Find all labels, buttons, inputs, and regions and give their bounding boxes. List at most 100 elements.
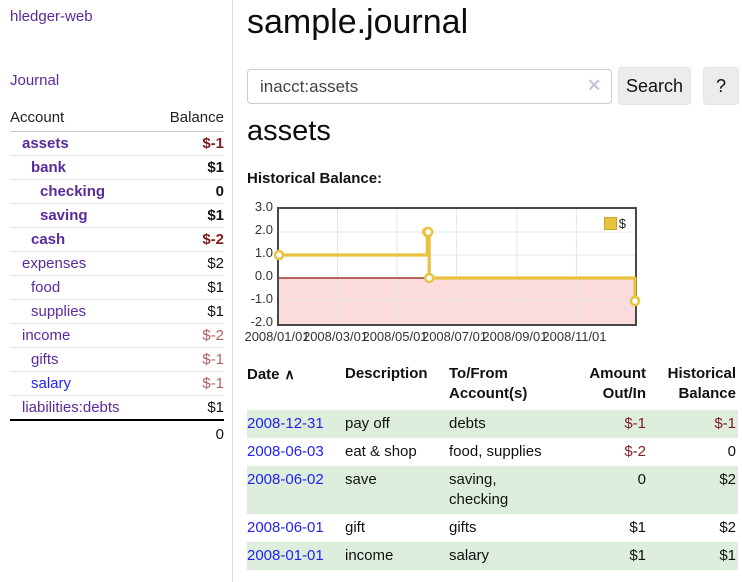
transaction-balance: 0 — [727, 443, 736, 460]
account-link[interactable]: food — [31, 279, 61, 296]
account-row: salary $-1 — [10, 371, 224, 396]
transaction-accounts: debts — [449, 410, 562, 438]
account-row: expenses $2 — [10, 251, 224, 276]
x-axis-tick: 2008/09/01 — [482, 329, 548, 344]
account-link[interactable]: cash — [31, 231, 66, 248]
account-link[interactable]: saving — [40, 207, 88, 224]
account-link[interactable]: liabilities:debts — [22, 399, 120, 416]
transaction-amount: $-2 — [624, 443, 646, 460]
account-balance: 0 — [153, 179, 224, 204]
register-header-date[interactable]: Date ∧ — [247, 366, 295, 383]
transaction-row[interactable]: 2008-06-01 gift gifts $1 $2 — [247, 514, 738, 542]
account-link[interactable]: salary — [31, 375, 72, 392]
account-row: supplies $1 — [10, 299, 224, 324]
account-row: gifts $-1 — [10, 347, 224, 372]
account-balance: $1 — [153, 299, 224, 324]
account-balance: $-2 — [153, 227, 224, 252]
legend-label: $ — [618, 216, 626, 231]
transaction-description: save — [345, 466, 449, 514]
transaction-description: income — [345, 542, 449, 570]
transaction-row[interactable]: 2008-01-01 income salary $1 $1 — [247, 542, 738, 570]
transaction-amount: $-1 — [562, 410, 646, 438]
clear-search-icon[interactable]: ✕ — [587, 76, 602, 95]
account-row: saving $1 — [10, 203, 224, 228]
transaction-row[interactable]: 2008-06-02 save saving, checking 0 $2 — [247, 466, 738, 514]
account-link[interactable]: gifts — [31, 351, 59, 368]
transaction-balance: $2 — [646, 466, 738, 514]
register-header-description: Description — [345, 365, 428, 382]
accounts-table-body: assets $-1 bank $1 checking 0 saving $1 … — [10, 132, 224, 448]
transaction-date-link[interactable]: 2008-06-01 — [247, 519, 324, 536]
chart-title: Historical Balance: — [247, 170, 383, 187]
transaction-description: eat & shop — [345, 443, 417, 460]
help-button[interactable]: ? — [703, 67, 739, 105]
account-balance: $-2 — [153, 323, 224, 348]
account-balance: $-1 — [153, 347, 224, 372]
chart-plot-area[interactable]: $ — [273, 207, 641, 326]
register-table: Date ∧ Description To/From Account(s) Amo… — [247, 362, 738, 570]
transaction-accounts: salary — [449, 542, 562, 570]
transaction-date-link[interactable]: 2008-01-01 — [247, 547, 324, 564]
account-balance: $-1 — [202, 135, 224, 152]
account-link[interactable]: income — [22, 327, 71, 344]
register-header-balance: Historical Balance — [667, 365, 736, 402]
account-link[interactable]: expenses — [22, 255, 87, 272]
account-link[interactable]: checking — [40, 183, 106, 200]
search-input[interactable] — [247, 69, 612, 104]
transaction-row[interactable]: 2008-06-03 eat & shop food, supplies $-2… — [247, 438, 738, 466]
legend-swatch-icon — [603, 217, 617, 230]
accounts-table-header: Account Balance — [10, 106, 224, 132]
transaction-balance: $1 — [646, 542, 738, 570]
transaction-balance: $-1 — [646, 410, 738, 438]
account-balance: $1 — [153, 203, 224, 228]
transaction-row[interactable]: 2008-12-31 pay off debts $-1 $-1 — [247, 410, 738, 438]
transaction-description: gift — [345, 519, 366, 536]
accounts-table: Account Balance assets $-1 bank $1 check… — [10, 106, 224, 448]
account-link[interactable]: bank — [31, 159, 67, 176]
transaction-date-link[interactable]: 2008-12-31 — [247, 415, 324, 432]
x-axis-tick: 2008/05/01 — [362, 329, 428, 344]
search-button[interactable]: Search — [618, 67, 691, 105]
account-balance: $1 — [153, 155, 224, 180]
transaction-date-link[interactable]: 2008-06-02 — [247, 471, 324, 488]
accounts-total-value: 0 — [153, 419, 224, 448]
account-row: income $-2 — [10, 323, 224, 348]
account-link[interactable]: supplies — [31, 303, 87, 320]
chart-legend: $ — [601, 215, 628, 232]
register-header-amount: Amount Out/In — [589, 365, 646, 402]
y-axis-tick: -1.0 — [250, 291, 273, 306]
y-axis-tick: -2.0 — [250, 314, 273, 329]
register-header-accounts: To/From Account(s) — [449, 365, 528, 402]
accounts-header-account: Account — [10, 106, 154, 132]
account-balance: $-1 — [153, 371, 224, 396]
brand-link[interactable]: hledger-web — [10, 8, 93, 25]
y-axis-tick: 3.0 — [254, 199, 273, 214]
sidebar-item-journal[interactable]: Journal — [10, 72, 60, 89]
x-axis-tick: 2008/11/01 — [542, 329, 607, 344]
account-row: liabilities:debts $1 — [10, 395, 224, 420]
account-balance: $2 — [153, 251, 224, 276]
data-point-marker — [273, 249, 285, 261]
transaction-amount: $1 — [562, 542, 646, 570]
x-axis-tick: 2008/01/01 — [244, 329, 310, 344]
main-content: sample.journal ✕ Search ? assets Histori… — [244, 0, 739, 582]
sidebar: hledger-web Journal Account Balance asse… — [0, 0, 233, 582]
y-axis-tick: 2.0 — [254, 222, 273, 237]
account-link[interactable]: assets — [22, 135, 69, 152]
page-title: sample.journal — [247, 3, 469, 41]
transaction-amount: 0 — [562, 466, 646, 514]
transaction-accounts: saving, checking — [449, 466, 562, 514]
account-row: food $1 — [10, 275, 224, 300]
y-axis-tick: 0.0 — [254, 268, 273, 283]
account-row: cash $-2 — [10, 227, 224, 252]
transaction-accounts: gifts — [449, 519, 477, 536]
data-point-marker — [422, 226, 434, 238]
transaction-date-link[interactable]: 2008-06-03 — [247, 443, 324, 460]
register-header-row: Date ∧ Description To/From Account(s) Amo… — [247, 362, 738, 410]
y-axis-tick: 1.0 — [254, 245, 273, 260]
transaction-accounts: food, supplies — [449, 443, 542, 460]
account-balance: $1 — [153, 275, 224, 300]
transaction-amount: $1 — [629, 519, 646, 536]
accounts-header-balance: Balance — [153, 106, 224, 132]
